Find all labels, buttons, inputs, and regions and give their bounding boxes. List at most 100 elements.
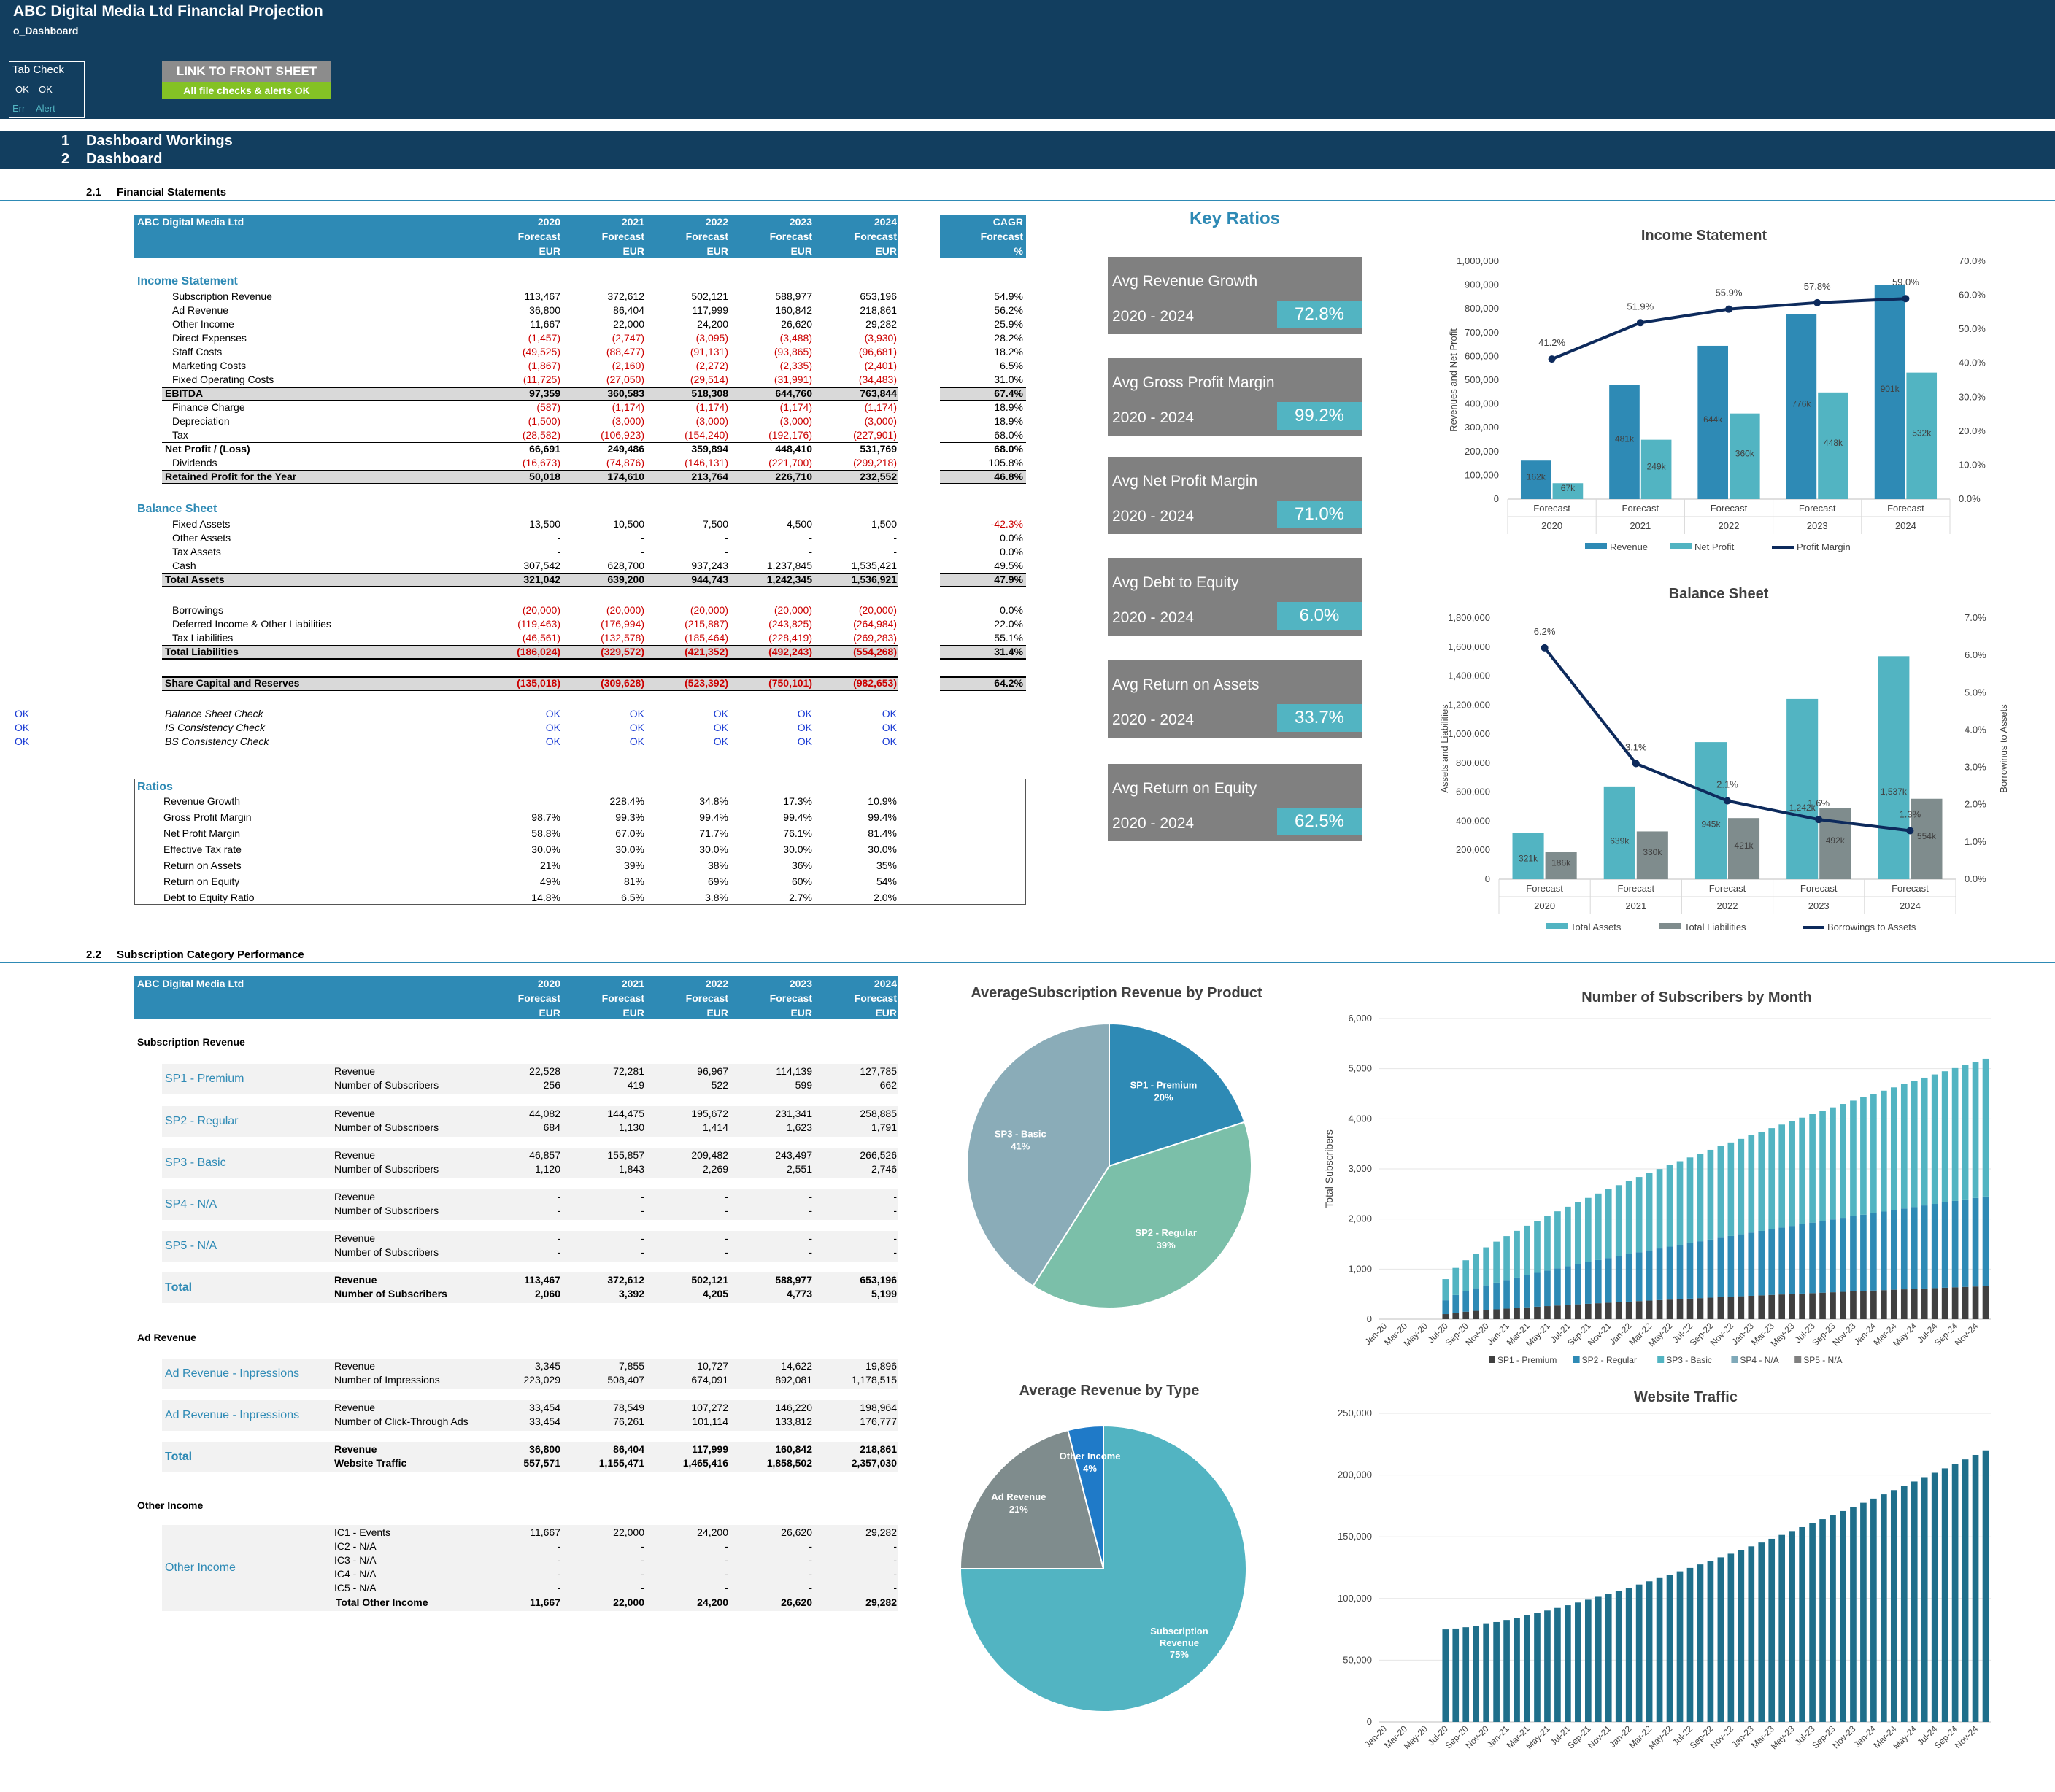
- bar-segment: [1799, 1117, 1805, 1224]
- row-band: [162, 1442, 898, 1472]
- value-cell: -: [725, 1205, 728, 1216]
- bar: [1615, 1591, 1622, 1722]
- row-label: Depreciation: [172, 415, 230, 427]
- bar-segment: [1890, 1289, 1897, 1319]
- row-band: [162, 1189, 898, 1220]
- bar-segment: [1686, 1298, 1694, 1319]
- line-point: [1541, 644, 1549, 652]
- section-1-title[interactable]: Dashboard Workings: [86, 133, 233, 149]
- row-label: Revenue: [334, 1274, 377, 1286]
- value-cell: 321,042: [523, 573, 560, 585]
- value-cell: -: [893, 1568, 897, 1580]
- bar-segment: [1789, 1121, 1795, 1227]
- value-cell: (2,335): [779, 360, 812, 371]
- bar-segment: [1727, 1235, 1735, 1297]
- legend-label: Borrowings to Assets: [1827, 922, 1916, 932]
- value-cell: (11,725): [523, 374, 560, 385]
- row-label: Other Income: [172, 318, 234, 330]
- section-2-title[interactable]: Dashboard: [86, 151, 163, 167]
- bar-segment: [1778, 1124, 1786, 1228]
- data-label: 492k: [1826, 835, 1846, 846]
- y-tick-label: 0: [1485, 873, 1490, 884]
- value-cell: 763,844: [860, 387, 897, 399]
- bar-segment: [1881, 1090, 1887, 1212]
- ratio-value: 30.0%: [868, 843, 897, 855]
- bar-segment: [1941, 1287, 1948, 1319]
- bar-segment: [1676, 1245, 1684, 1299]
- bar-segment: [1524, 1225, 1530, 1275]
- value-cell: 160,842: [775, 1443, 812, 1455]
- row-label: Revenue: [334, 1402, 376, 1413]
- value-cell: 33,454: [529, 1402, 560, 1413]
- row-label: Retained Profit for the Year: [165, 471, 297, 482]
- bar-segment: [1697, 1298, 1704, 1319]
- bar: [1850, 1507, 1857, 1722]
- value-cell: 1,155,471: [598, 1457, 644, 1469]
- bar: [1818, 392, 1848, 499]
- value-cell: -: [893, 1191, 897, 1202]
- bar-segment: [1697, 1154, 1704, 1242]
- bar-segment: [1850, 1216, 1857, 1291]
- x-tick-label: 2020: [1541, 520, 1562, 531]
- subscription-revenue-pie: SP1 - Premium 20% SP2 - Regular 39% SP3 - Ba…: [966, 1022, 1252, 1309]
- line-point: [1815, 816, 1823, 824]
- value-cell: -: [725, 1554, 728, 1566]
- value-cell: 307,542: [523, 560, 560, 571]
- bar: [1605, 1594, 1612, 1722]
- y2-tick-label: 40.0%: [1959, 358, 1986, 368]
- subscribers-by-month-chart: 0 1,000 2,000 3,000 4,000 5,000 6,000 Total Sub…: [1323, 1013, 1991, 1365]
- link-to-front-sheet-button[interactable]: LINK TO FRONT SHEET: [162, 61, 331, 82]
- line-point: [1906, 827, 1914, 835]
- pie-slice: [959, 1429, 1105, 1569]
- bar: [1911, 1481, 1918, 1722]
- value-cell: -: [893, 532, 897, 544]
- row-label: Tax Assets: [172, 546, 221, 557]
- category-name: SP2 - Regular: [165, 1115, 239, 1127]
- bar-segment: [1900, 1084, 1908, 1209]
- bar: [1830, 1515, 1836, 1722]
- bar-segment: [1758, 1230, 1765, 1296]
- bar-segment: [1921, 1077, 1928, 1206]
- ratio-value: 71.7%: [699, 827, 728, 839]
- bar-segment: [1738, 1138, 1745, 1235]
- forecast-label: Forecast: [517, 231, 560, 242]
- cagr-cell: 22.0%: [994, 618, 1023, 630]
- bar-segment: [1544, 1306, 1551, 1319]
- row-label: Number of Subscribers: [334, 1246, 439, 1258]
- x-tick-label: Forecast: [1526, 883, 1563, 894]
- bar: [1483, 1623, 1489, 1722]
- bar-segment: [1972, 1197, 1979, 1287]
- y2-tick-label: 10.0%: [1959, 459, 1986, 470]
- value-cell: (20,000): [606, 604, 644, 616]
- ratio-value: 36%: [791, 860, 812, 871]
- check-value: OK: [629, 735, 644, 747]
- legend-swatch: [1670, 543, 1692, 549]
- value-cell: 588,977: [775, 1274, 812, 1286]
- bar-segment: [1881, 1290, 1887, 1319]
- y-tick-label: 100,000: [1465, 469, 1499, 480]
- row-label: Revenue: [334, 1191, 376, 1202]
- value-cell: 24,200: [697, 1526, 728, 1538]
- bar-segment: [1503, 1280, 1510, 1309]
- y2-tick-label: 70.0%: [1959, 255, 1986, 266]
- value-cell: 588,977: [775, 290, 812, 302]
- bar-segment: [1483, 1310, 1489, 1319]
- x-tick-label: Forecast: [1533, 503, 1570, 514]
- bar: [1911, 798, 1943, 879]
- value-cell: -: [725, 1246, 728, 1258]
- bar: [1666, 1575, 1673, 1722]
- line-point: [1902, 295, 1910, 303]
- bar-segment: [1493, 1282, 1500, 1310]
- bar-segment: [1870, 1290, 1877, 1319]
- value-cell: 4,500: [786, 518, 812, 530]
- check-value: OK: [629, 722, 644, 733]
- ratio-value: 67.0%: [615, 827, 644, 839]
- value-cell: 36,800: [529, 304, 560, 316]
- row-label: Number of Subscribers: [334, 1121, 439, 1133]
- y2-tick-label: 7.0%: [1965, 612, 1986, 623]
- ratio-value: 99.4%: [783, 811, 812, 823]
- value-cell: 502,121: [691, 1274, 728, 1286]
- forecast-label: Forecast: [854, 231, 897, 242]
- slice-percent: 21%: [1009, 1504, 1028, 1515]
